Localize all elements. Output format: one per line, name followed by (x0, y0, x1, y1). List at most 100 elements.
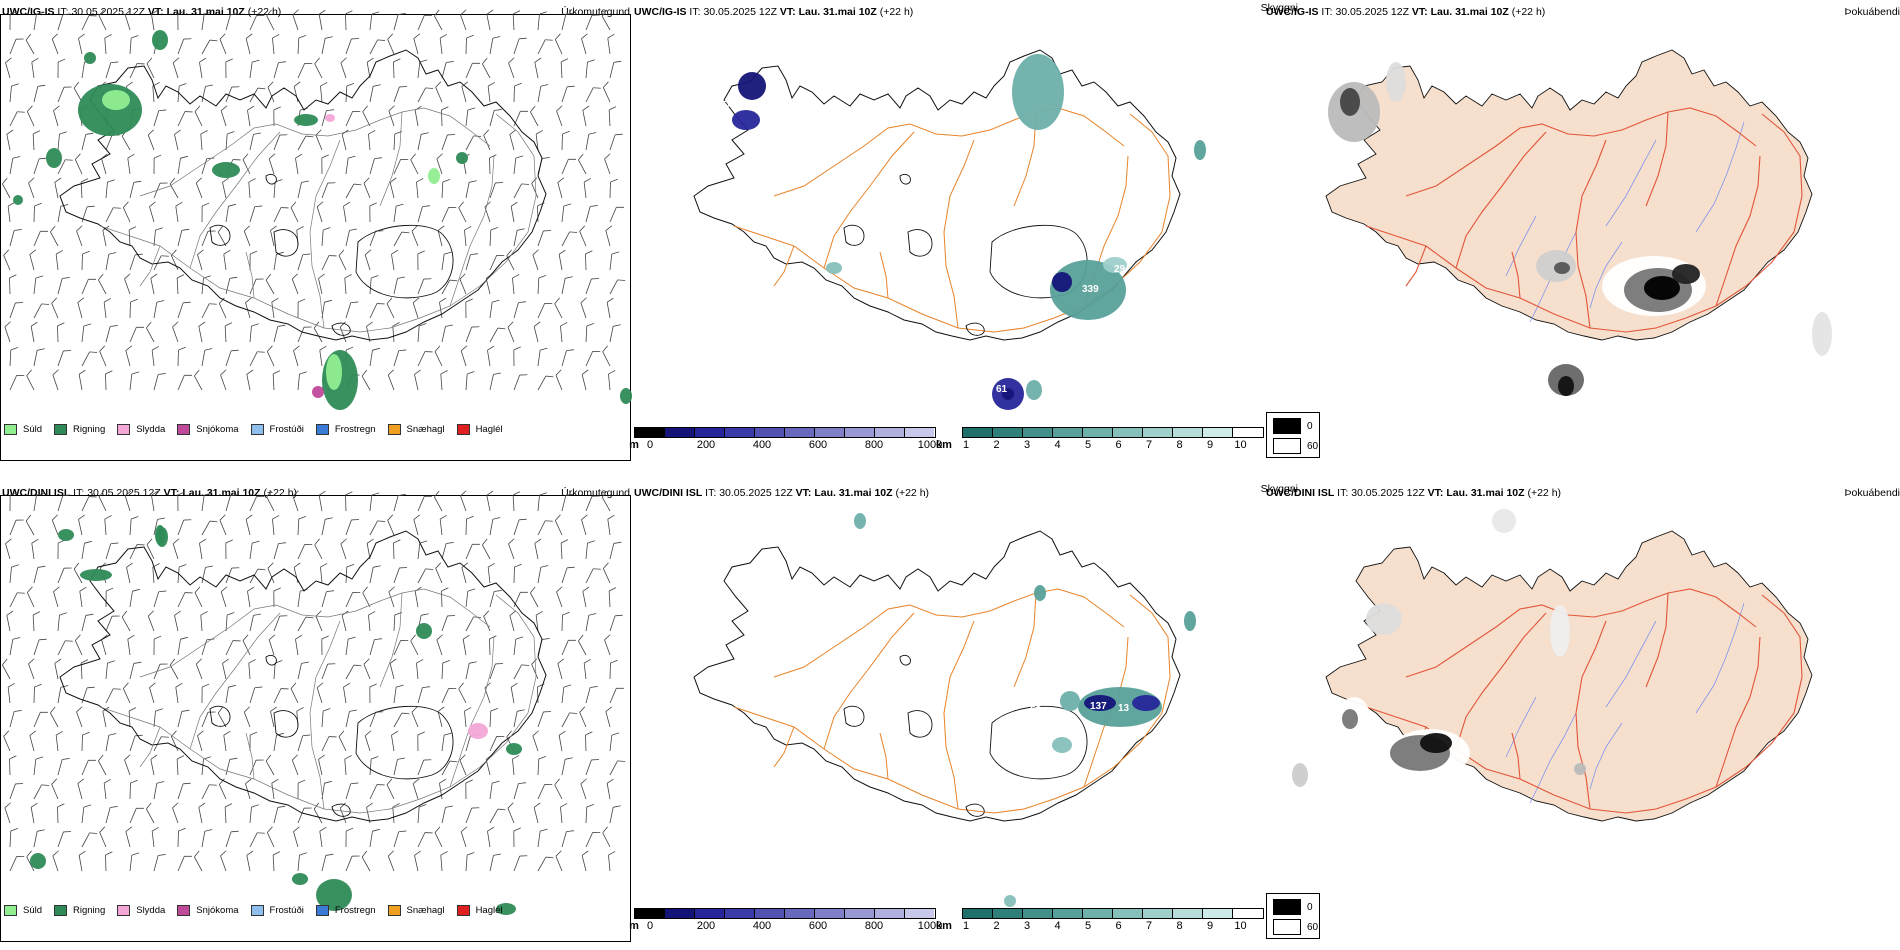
colorbar-segment (815, 428, 845, 437)
visibility-unit: km (936, 439, 952, 451)
legend-item: Frostregn (315, 423, 376, 435)
fog-areas (1292, 509, 1586, 787)
visibility-tick: 1 (962, 920, 970, 932)
ceiling-ticks: m 0 200 400 600 800 1000 (629, 438, 942, 452)
fog-legend-item: 0 (1273, 899, 1313, 915)
fog-legend: 0 60 (1266, 412, 1320, 458)
precip-type-panel: UWC/IG-IS IT: 30.05.2025 12Z VT: Lau. 31… (0, 0, 634, 465)
forecast-row-2: UWC/DINI ISL IT: 30.05.2025 12Z VT: Lau.… (0, 481, 1900, 949)
fog-legend-item: 0 (1273, 418, 1313, 434)
legend-swatch (177, 423, 191, 435)
ceiling-tick: 200 (696, 439, 716, 451)
ceiling-visibility-panel: UWC/IG-IS IT: 30.05.2025 12Z VT: Lau. 31… (629, 0, 1298, 468)
legend-swatch (456, 904, 470, 916)
fog-legend-item: 60 (1273, 919, 1318, 935)
colorbar-segment (1023, 428, 1053, 437)
visibility-tick: 3 (1023, 920, 1031, 932)
visibility-tick: 7 (1145, 920, 1153, 932)
glacier-outlines (209, 173, 454, 336)
roads-red (1365, 107, 1803, 333)
ceiling-label: 13 (1118, 703, 1130, 714)
ceiling-visibility-panel: UWC/DINI ISL IT: 30.05.2025 12Z VT: Lau.… (629, 481, 1298, 949)
legend-swatch (387, 423, 401, 435)
fog-legend-swatch (1273, 438, 1301, 454)
ceiling-unit: m (629, 920, 639, 932)
visibility-tick: 4 (1054, 920, 1061, 932)
legend-swatch (117, 423, 131, 435)
visibility-tick: 9 (1206, 439, 1214, 451)
visibility-tick: 8 (1176, 439, 1183, 451)
rivers (1505, 602, 1745, 804)
colorbar-segment (635, 909, 665, 918)
colorbar-segment (1083, 909, 1113, 918)
visibility-tick: 3 (1023, 439, 1031, 451)
ceiling-tick: 200 (696, 920, 716, 932)
colorbar-segment (815, 909, 845, 918)
ceiling-label: 61 (996, 384, 1008, 395)
colorbar-segment (1023, 909, 1053, 918)
colorbar-segment (695, 428, 725, 437)
visibility-colorbar-strip (962, 427, 1264, 438)
colorbar-segment (1173, 909, 1203, 918)
visibility-colorbar: km 1 2 3 4 5 6 7 8 9 10 (936, 427, 1264, 452)
roads-orange (733, 588, 1171, 814)
coastline (59, 49, 547, 341)
colorbar-segment (845, 909, 875, 918)
precip-legend: Súld Rigning Slydda Snjókoma Frostúði Fr… (4, 899, 515, 921)
ceiling-unit: m (629, 439, 639, 451)
legend-swatch (456, 423, 470, 435)
map-frame (0, 14, 631, 461)
ceiling-tick: 600 (808, 920, 828, 932)
visibility-tick: 6 (1115, 920, 1122, 932)
ceiling-tick: 400 (752, 439, 772, 451)
precip-type-panel: UWC/DINI ISL IT: 30.05.2025 12Z VT: Lau.… (0, 481, 634, 946)
legend-item: Frostúði (250, 423, 304, 435)
colorbar-segment (993, 428, 1023, 437)
ceiling-tick: 0 (646, 439, 654, 451)
visibility-ticks: km 1 2 3 4 5 6 7 8 9 10 (936, 919, 1262, 933)
colorbar-segment (1113, 909, 1143, 918)
legend-swatch (117, 904, 131, 916)
ceiling-label: 58 (1030, 705, 1042, 716)
visibility-colorbar-strip (962, 908, 1264, 919)
visibility-tick: 5 (1084, 439, 1092, 451)
fog-indicator-panel: UWC/DINI ISL IT: 30.05.2025 12Z VT: Lau.… (1266, 481, 1900, 949)
colorbar-segment (905, 428, 934, 437)
colorbar-segment (1053, 909, 1083, 918)
ceiling-ticks: m 0 200 400 600 800 1000 (629, 919, 942, 933)
legend-item: Frostregn (315, 904, 376, 916)
precip-map (2, 490, 626, 915)
colorbar-segment (785, 909, 815, 918)
visibility-tick: 6 (1115, 439, 1122, 451)
legend-item: Snæhagl (387, 423, 445, 435)
ceiling-map: 54 339 61 29 32 (693, 49, 1206, 410)
panel-title: Úrkomutegund (561, 487, 630, 499)
visibility-tick: 2 (993, 920, 1000, 932)
fog-map (1325, 49, 1832, 396)
panel-header: UWC/DINI ISL IT: 30.05.2025 12Z VT: Lau.… (2, 487, 298, 499)
visibility-ticks: km 1 2 3 4 5 6 7 8 9 10 (936, 438, 1262, 452)
visibility-tick: 9 (1206, 920, 1214, 932)
panel-header: UWC/IG-IS IT: 30.05.2025 12Z VT: Lau. 31… (1266, 6, 1546, 18)
legend-item: Súld (4, 904, 42, 916)
roads-gray (99, 107, 537, 333)
ceiling-tick: 1000 (917, 920, 943, 932)
colorbar-segment (1143, 909, 1173, 918)
fog-legend-swatch (1273, 919, 1301, 935)
fog-indicator-panel: UWC/IG-IS IT: 30.05.2025 12Z VT: Lau. 31… (1266, 0, 1900, 468)
ceiling-tick: 800 (864, 920, 884, 932)
colorbar-segment (875, 909, 905, 918)
ceiling-label: 65 (1024, 717, 1036, 728)
colorbar-segment (755, 428, 785, 437)
colorbar-segment (1173, 428, 1203, 437)
forecast-row-1: UWC/IG-IS IT: 30.05.2025 12Z VT: Lau. 31… (0, 0, 1900, 468)
colorbar-segment (1233, 428, 1262, 437)
legend-item: Rigning (54, 904, 105, 916)
legend-swatch (54, 423, 68, 435)
colorbar-segment (1083, 428, 1113, 437)
panel-header: UWC/IG-IS IT: 30.05.2025 12Z VT: Lau. 31… (2, 6, 282, 18)
colorbar-segment (725, 428, 755, 437)
fog-legend: 0 60 (1266, 893, 1320, 939)
ceiling-tick: 400 (752, 920, 772, 932)
panel-header: UWC/IG-IS IT: 30.05.2025 12Z VT: Lau. 31… (634, 6, 914, 18)
